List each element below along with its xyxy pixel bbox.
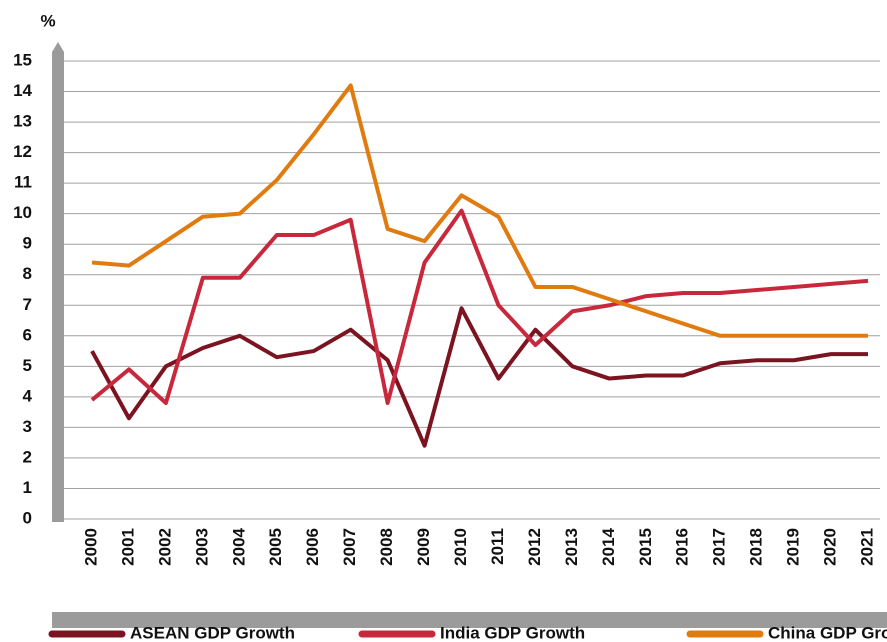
y-tick-label: 0 bbox=[23, 508, 32, 527]
y-axis-label: % bbox=[40, 11, 55, 30]
x-tick-label: 2012 bbox=[525, 528, 544, 566]
y-tick-label: 11 bbox=[14, 173, 32, 192]
x-tick-label: 2008 bbox=[377, 528, 396, 566]
x-tick-label: 2004 bbox=[229, 527, 248, 565]
x-tick-label: 2011 bbox=[488, 528, 507, 565]
y-axis-arrow bbox=[52, 42, 64, 52]
y-tick-label: 7 bbox=[23, 295, 32, 314]
y-tick-label: 2 bbox=[23, 447, 32, 466]
x-tick-label: 2017 bbox=[710, 528, 729, 566]
x-tick-label: 2021 bbox=[857, 528, 876, 566]
x-tick-label: 2000 bbox=[81, 528, 100, 566]
y-tick-label: 9 bbox=[23, 234, 32, 253]
y-tick-label: 6 bbox=[23, 325, 32, 344]
y-tick-label: 13 bbox=[13, 112, 32, 131]
y-tick-label: 8 bbox=[23, 264, 32, 283]
x-tick-label: 2019 bbox=[784, 528, 803, 566]
x-tick-label: 2016 bbox=[673, 528, 692, 566]
y-tick-label: 4 bbox=[23, 386, 33, 405]
series-line bbox=[90, 306, 868, 448]
x-tick-label: 2005 bbox=[266, 528, 285, 566]
x-tick-label: 2013 bbox=[562, 528, 581, 566]
x-tick-label: 2007 bbox=[340, 528, 359, 566]
x-tick-label: 2009 bbox=[414, 528, 433, 566]
y-tick-label: 12 bbox=[13, 142, 32, 161]
x-tick-label: 2006 bbox=[303, 528, 322, 566]
y-tick-label: 10 bbox=[13, 203, 32, 222]
x-tick-label: 2001 bbox=[118, 528, 137, 566]
y-axis-bar bbox=[52, 52, 64, 522]
x-tick-label: 2015 bbox=[636, 528, 655, 566]
y-tick-label: 14 bbox=[13, 81, 32, 100]
y-tick-label: 3 bbox=[23, 417, 32, 436]
y-tick-label: 1 bbox=[23, 478, 32, 497]
x-tick-label: 2010 bbox=[451, 528, 470, 566]
x-tick-label: 2003 bbox=[192, 528, 211, 566]
series-line bbox=[91, 83, 868, 338]
x-tick-label: 2018 bbox=[747, 528, 766, 566]
y-tick-label: 15 bbox=[13, 50, 32, 69]
legend-label: India GDP Growth bbox=[440, 623, 585, 642]
x-tick-label: 2014 bbox=[599, 527, 618, 565]
series-line bbox=[90, 208, 869, 405]
legend-label: ASEAN GDP Growth bbox=[130, 623, 295, 642]
x-tick-label: 2002 bbox=[155, 528, 174, 566]
x-axis-bar bbox=[52, 612, 887, 628]
legend-label: China GDP Growth bbox=[768, 623, 887, 642]
x-tick-label: 2020 bbox=[821, 528, 840, 566]
y-tick-label: 5 bbox=[23, 356, 32, 375]
